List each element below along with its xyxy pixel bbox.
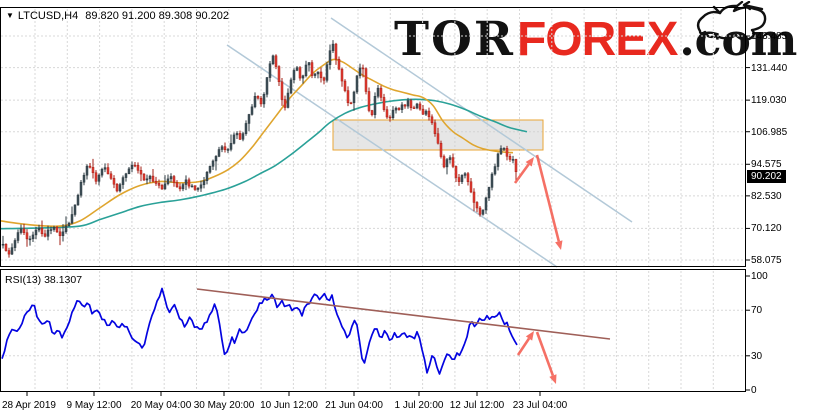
time-axis-label: 12 Jul 12:00 bbox=[449, 400, 505, 411]
forecast-arrows-rsi bbox=[516, 331, 557, 384]
rsi-indicator-label: RSI(13) 38.1307 bbox=[5, 274, 83, 286]
forecast-arrow-head bbox=[525, 157, 534, 167]
slow-ma-line bbox=[0, 98, 528, 230]
price-axis-label: 143.485 bbox=[751, 31, 788, 42]
rsi-axis-label: 30 bbox=[751, 350, 763, 362]
price-axis-label: 58.075 bbox=[751, 254, 782, 266]
current-price-badge: 90.202 bbox=[747, 170, 786, 183]
price-axis-label: 119.030 bbox=[751, 95, 787, 107]
price-axis-label: 94.575 bbox=[751, 159, 782, 171]
chart-title-bar: ▼ LTCUSD,H4 89.820 91.200 89.308 90.202 bbox=[6, 10, 229, 22]
rsi-line bbox=[1, 287, 518, 375]
bull-icon bbox=[696, 1, 767, 41]
forecast-arrow-head bbox=[555, 240, 563, 250]
time-axis-label: 28 Apr 2019 bbox=[2, 400, 56, 411]
main-chart-panel-border bbox=[0, 7, 746, 267]
time-axis-label: 23 Jul 04:00 bbox=[512, 400, 568, 411]
time-axis-label: 10 Jun 12:00 bbox=[260, 400, 318, 411]
time-axis-label: 20 May 04:00 bbox=[130, 400, 192, 411]
symbol-dropdown-icon[interactable]: ▼ bbox=[6, 11, 14, 20]
price-axis-label: 70.120 bbox=[751, 223, 782, 235]
symbol-label: LTCUSD,H4 bbox=[17, 10, 79, 22]
price-axis-label: 106.985 bbox=[751, 126, 788, 138]
rsi-panel-border bbox=[0, 269, 746, 392]
rsi-layer bbox=[1, 287, 611, 375]
time-axis-label: 1 Jul 20:00 bbox=[394, 400, 444, 411]
time-axis-label: 30 May 20:00 bbox=[193, 400, 255, 411]
descending-channel-line bbox=[330, 17, 633, 223]
ohlc-values: 89.820 91.200 89.308 90.202 bbox=[85, 10, 229, 22]
forecast-arrow-head bbox=[549, 374, 557, 384]
time-axis-label: 9 May 12:00 bbox=[66, 400, 122, 411]
rsi-axis-label: 70 bbox=[751, 305, 763, 317]
fast-ma-line bbox=[0, 58, 514, 228]
rsi-axis-label: 100 bbox=[751, 271, 768, 282]
forecast-arrow-head bbox=[525, 331, 534, 341]
moving-averages-layer bbox=[0, 58, 528, 230]
forecast-arrows-main bbox=[513, 154, 563, 250]
rsi-trendline bbox=[196, 288, 611, 340]
rsi-axis-label: 0 bbox=[751, 385, 757, 396]
candles-layer bbox=[1, 40, 518, 258]
price-axis-label: 82.530 bbox=[751, 190, 782, 202]
price-axis-label: 131.440 bbox=[751, 62, 788, 74]
panel-borders bbox=[0, 7, 750, 396]
time-axis-label: 21 Jun 04:00 bbox=[325, 400, 383, 411]
